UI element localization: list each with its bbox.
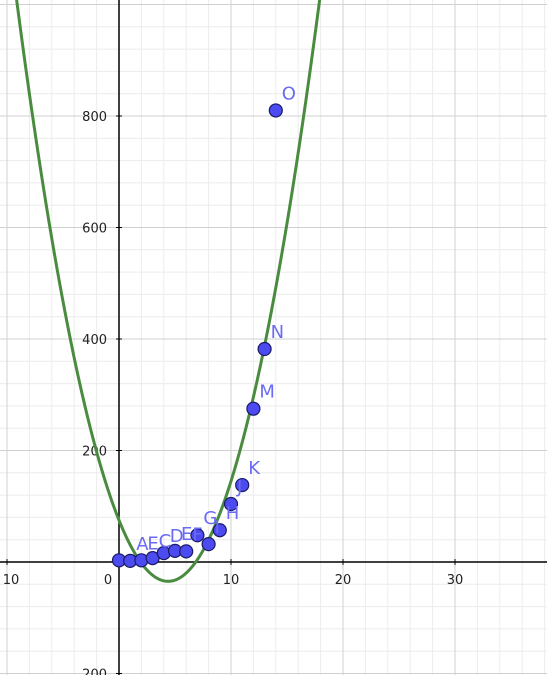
data-point-label: J [236,477,242,498]
data-point [257,341,272,357]
y-tick-label: 400 [82,333,107,348]
x-tick-label: 20 [335,573,352,588]
x-tick-label: 10 [3,573,20,588]
x-tick-label: 30 [447,573,464,588]
data-point [190,528,205,543]
data-point [246,401,261,416]
data-point-label: C [159,531,172,552]
data-point [235,477,250,493]
data-points [111,103,283,568]
data-point [212,523,227,538]
data-point-label: N [271,322,284,343]
fit-curve [15,0,322,583]
data-point-label: O [282,83,296,104]
data-point-label: G [203,508,217,529]
x-tick-label: 10 [223,573,240,588]
data-point-label: K [248,458,261,479]
y-tick-label: 200 [82,668,107,675]
y-tick-label: 600 [82,222,107,237]
y-tick-label: 200 [82,445,107,460]
data-point-label: E [147,533,158,554]
tick-labels: 10 0 10 20 30 200 200 400 600 800 [3,110,464,675]
data-point-label: A [136,534,149,555]
data-point-label: F [192,524,202,545]
x-tick-label: 0 [104,573,112,588]
data-point [268,103,283,118]
data-point-label: I [215,517,220,538]
data-point [179,544,194,559]
y-tick-label: 800 [82,110,107,125]
data-point [223,496,239,512]
data-point-label: M [259,382,275,403]
data-point [201,537,216,552]
data-point-label: H [226,503,240,524]
data-point-label: D [170,526,184,547]
data-point-label: E [181,524,192,545]
